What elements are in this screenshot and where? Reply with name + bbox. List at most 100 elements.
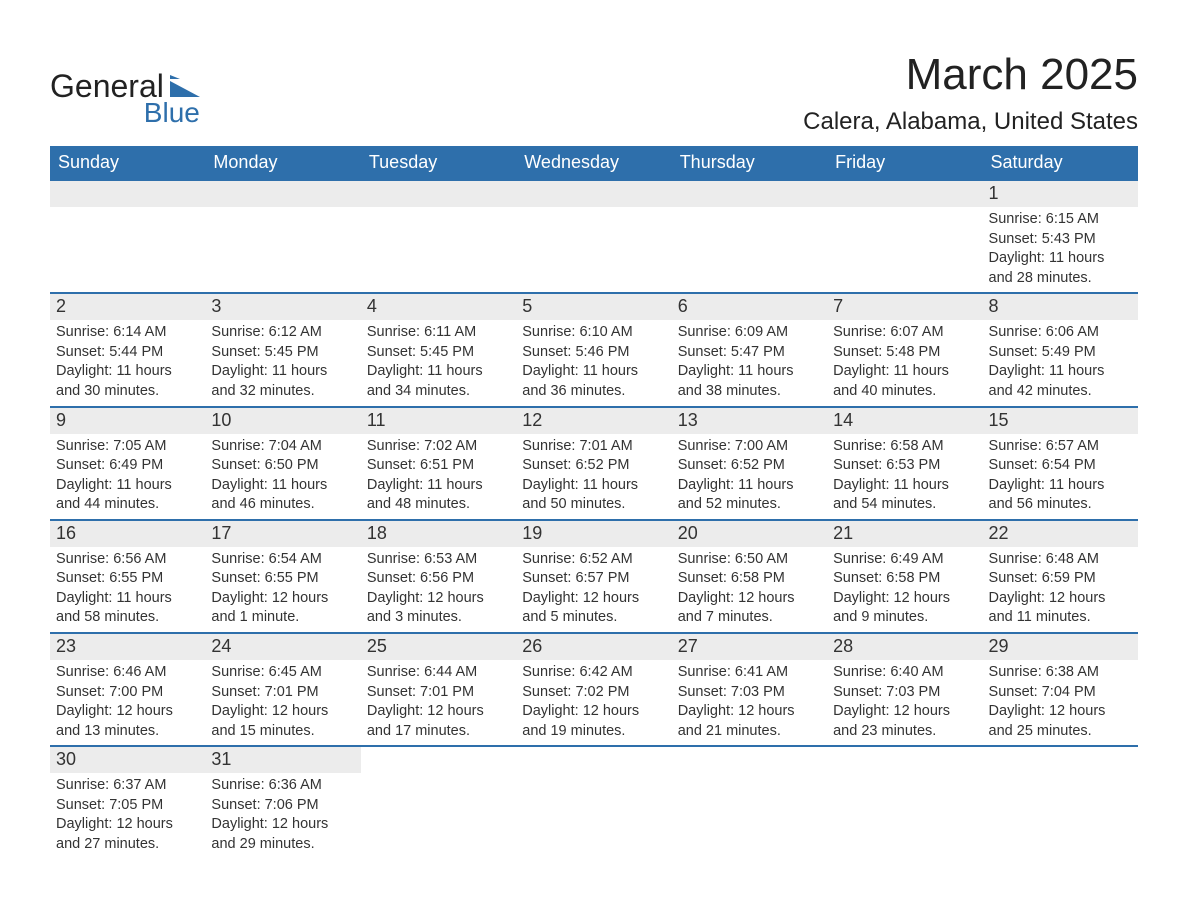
sunrise-text: Sunrise: 6:56 AM	[56, 550, 199, 570]
day-number: 11	[361, 408, 516, 434]
sunset-text: Sunset: 6:55 PM	[56, 569, 199, 589]
calendar-cell: 26Sunrise: 6:42 AMSunset: 7:02 PMDayligh…	[516, 634, 671, 745]
calendar-cell: 23Sunrise: 6:46 AMSunset: 7:00 PMDayligh…	[50, 634, 205, 745]
sunrise-text: Sunrise: 6:41 AM	[678, 663, 821, 683]
sunset-text: Sunset: 5:46 PM	[522, 343, 665, 363]
daylight-text: Daylight: 11 hours and 32 minutes.	[211, 362, 354, 401]
calendar-cell: 24Sunrise: 6:45 AMSunset: 7:01 PMDayligh…	[205, 634, 360, 745]
sunrise-text: Sunrise: 7:00 AM	[678, 437, 821, 457]
day-number: 8	[983, 294, 1138, 320]
daylight-text: Daylight: 11 hours and 42 minutes.	[989, 362, 1132, 401]
daylight-text: Daylight: 12 hours and 1 minute.	[211, 589, 354, 628]
sunset-text: Sunset: 7:01 PM	[211, 683, 354, 703]
sunrise-text: Sunrise: 6:58 AM	[833, 437, 976, 457]
day-number: 25	[361, 634, 516, 660]
sunrise-text: Sunrise: 6:14 AM	[56, 323, 199, 343]
calendar-cell: 15Sunrise: 6:57 AMSunset: 6:54 PMDayligh…	[983, 408, 1138, 519]
day-details: Sunrise: 6:42 AMSunset: 7:02 PMDaylight:…	[516, 660, 671, 745]
sunset-text: Sunset: 7:06 PM	[211, 796, 354, 816]
sunset-text: Sunset: 5:47 PM	[678, 343, 821, 363]
sunset-text: Sunset: 7:00 PM	[56, 683, 199, 703]
day-number: 24	[205, 634, 360, 660]
daylight-text: Daylight: 11 hours and 56 minutes.	[989, 476, 1132, 515]
calendar-cell: 2Sunrise: 6:14 AMSunset: 5:44 PMDaylight…	[50, 294, 205, 405]
day-number: 10	[205, 408, 360, 434]
calendar-row: 30Sunrise: 6:37 AMSunset: 7:05 PMDayligh…	[50, 745, 1138, 858]
logo: General Blue	[50, 68, 200, 129]
day-number: 17	[205, 521, 360, 547]
month-title: March 2025	[803, 50, 1138, 100]
daylight-text: Daylight: 11 hours and 34 minutes.	[367, 362, 510, 401]
day-number: 23	[50, 634, 205, 660]
calendar-cell	[361, 747, 516, 858]
sunset-text: Sunset: 6:54 PM	[989, 456, 1132, 476]
calendar-cell: 12Sunrise: 7:01 AMSunset: 6:52 PMDayligh…	[516, 408, 671, 519]
calendar-cell: 10Sunrise: 7:04 AMSunset: 6:50 PMDayligh…	[205, 408, 360, 519]
calendar-cell: 20Sunrise: 6:50 AMSunset: 6:58 PMDayligh…	[672, 521, 827, 632]
daylight-text: Daylight: 11 hours and 36 minutes.	[522, 362, 665, 401]
day-label-friday: Friday	[827, 146, 982, 181]
day-label-tuesday: Tuesday	[361, 146, 516, 181]
sunrise-text: Sunrise: 7:02 AM	[367, 437, 510, 457]
day-number	[50, 181, 205, 207]
sunset-text: Sunset: 6:52 PM	[522, 456, 665, 476]
day-details: Sunrise: 6:58 AMSunset: 6:53 PMDaylight:…	[827, 434, 982, 519]
day-details: Sunrise: 7:00 AMSunset: 6:52 PMDaylight:…	[672, 434, 827, 519]
day-number: 21	[827, 521, 982, 547]
daylight-text: Daylight: 12 hours and 7 minutes.	[678, 589, 821, 628]
day-details: Sunrise: 6:48 AMSunset: 6:59 PMDaylight:…	[983, 547, 1138, 632]
day-details: Sunrise: 6:46 AMSunset: 7:00 PMDaylight:…	[50, 660, 205, 745]
day-details: Sunrise: 6:11 AMSunset: 5:45 PMDaylight:…	[361, 320, 516, 405]
calendar-cell	[205, 181, 360, 292]
calendar-cell	[983, 747, 1138, 858]
day-number	[205, 181, 360, 207]
day-details: Sunrise: 6:44 AMSunset: 7:01 PMDaylight:…	[361, 660, 516, 745]
sunset-text: Sunset: 6:49 PM	[56, 456, 199, 476]
daylight-text: Daylight: 11 hours and 48 minutes.	[367, 476, 510, 515]
daylight-text: Daylight: 12 hours and 9 minutes.	[833, 589, 976, 628]
day-number: 28	[827, 634, 982, 660]
sunset-text: Sunset: 5:44 PM	[56, 343, 199, 363]
calendar-cell: 30Sunrise: 6:37 AMSunset: 7:05 PMDayligh…	[50, 747, 205, 858]
daylight-text: Daylight: 12 hours and 19 minutes.	[522, 702, 665, 741]
daylight-text: Daylight: 11 hours and 58 minutes.	[56, 589, 199, 628]
sunset-text: Sunset: 6:51 PM	[367, 456, 510, 476]
calendar-cell	[516, 181, 671, 292]
day-number: 9	[50, 408, 205, 434]
sunset-text: Sunset: 6:58 PM	[833, 569, 976, 589]
sunset-text: Sunset: 6:52 PM	[678, 456, 821, 476]
sunrise-text: Sunrise: 6:45 AM	[211, 663, 354, 683]
day-label-monday: Monday	[205, 146, 360, 181]
daylight-text: Daylight: 11 hours and 46 minutes.	[211, 476, 354, 515]
day-details: Sunrise: 6:37 AMSunset: 7:05 PMDaylight:…	[50, 773, 205, 858]
day-details: Sunrise: 6:12 AMSunset: 5:45 PMDaylight:…	[205, 320, 360, 405]
daylight-text: Daylight: 12 hours and 29 minutes.	[211, 815, 354, 854]
calendar-cell	[827, 181, 982, 292]
sunset-text: Sunset: 5:43 PM	[989, 230, 1132, 250]
day-details: Sunrise: 6:14 AMSunset: 5:44 PMDaylight:…	[50, 320, 205, 405]
calendar-cell: 14Sunrise: 6:58 AMSunset: 6:53 PMDayligh…	[827, 408, 982, 519]
calendar-row: 16Sunrise: 6:56 AMSunset: 6:55 PMDayligh…	[50, 519, 1138, 632]
sunrise-text: Sunrise: 6:44 AM	[367, 663, 510, 683]
sunrise-text: Sunrise: 6:40 AM	[833, 663, 976, 683]
day-details: Sunrise: 6:50 AMSunset: 6:58 PMDaylight:…	[672, 547, 827, 632]
day-number: 30	[50, 747, 205, 773]
daylight-text: Daylight: 11 hours and 44 minutes.	[56, 476, 199, 515]
daylight-text: Daylight: 12 hours and 5 minutes.	[522, 589, 665, 628]
day-number: 18	[361, 521, 516, 547]
sunrise-text: Sunrise: 6:42 AM	[522, 663, 665, 683]
calendar-cell	[672, 747, 827, 858]
day-number	[827, 181, 982, 207]
day-number: 22	[983, 521, 1138, 547]
day-details: Sunrise: 6:40 AMSunset: 7:03 PMDaylight:…	[827, 660, 982, 745]
day-number: 5	[516, 294, 671, 320]
calendar-row: 9Sunrise: 7:05 AMSunset: 6:49 PMDaylight…	[50, 406, 1138, 519]
calendar-cell: 21Sunrise: 6:49 AMSunset: 6:58 PMDayligh…	[827, 521, 982, 632]
calendar-cell: 13Sunrise: 7:00 AMSunset: 6:52 PMDayligh…	[672, 408, 827, 519]
day-details: Sunrise: 6:53 AMSunset: 6:56 PMDaylight:…	[361, 547, 516, 632]
sunset-text: Sunset: 6:55 PM	[211, 569, 354, 589]
day-number: 26	[516, 634, 671, 660]
daylight-text: Daylight: 11 hours and 40 minutes.	[833, 362, 976, 401]
sunrise-text: Sunrise: 6:37 AM	[56, 776, 199, 796]
day-details: Sunrise: 6:36 AMSunset: 7:06 PMDaylight:…	[205, 773, 360, 858]
